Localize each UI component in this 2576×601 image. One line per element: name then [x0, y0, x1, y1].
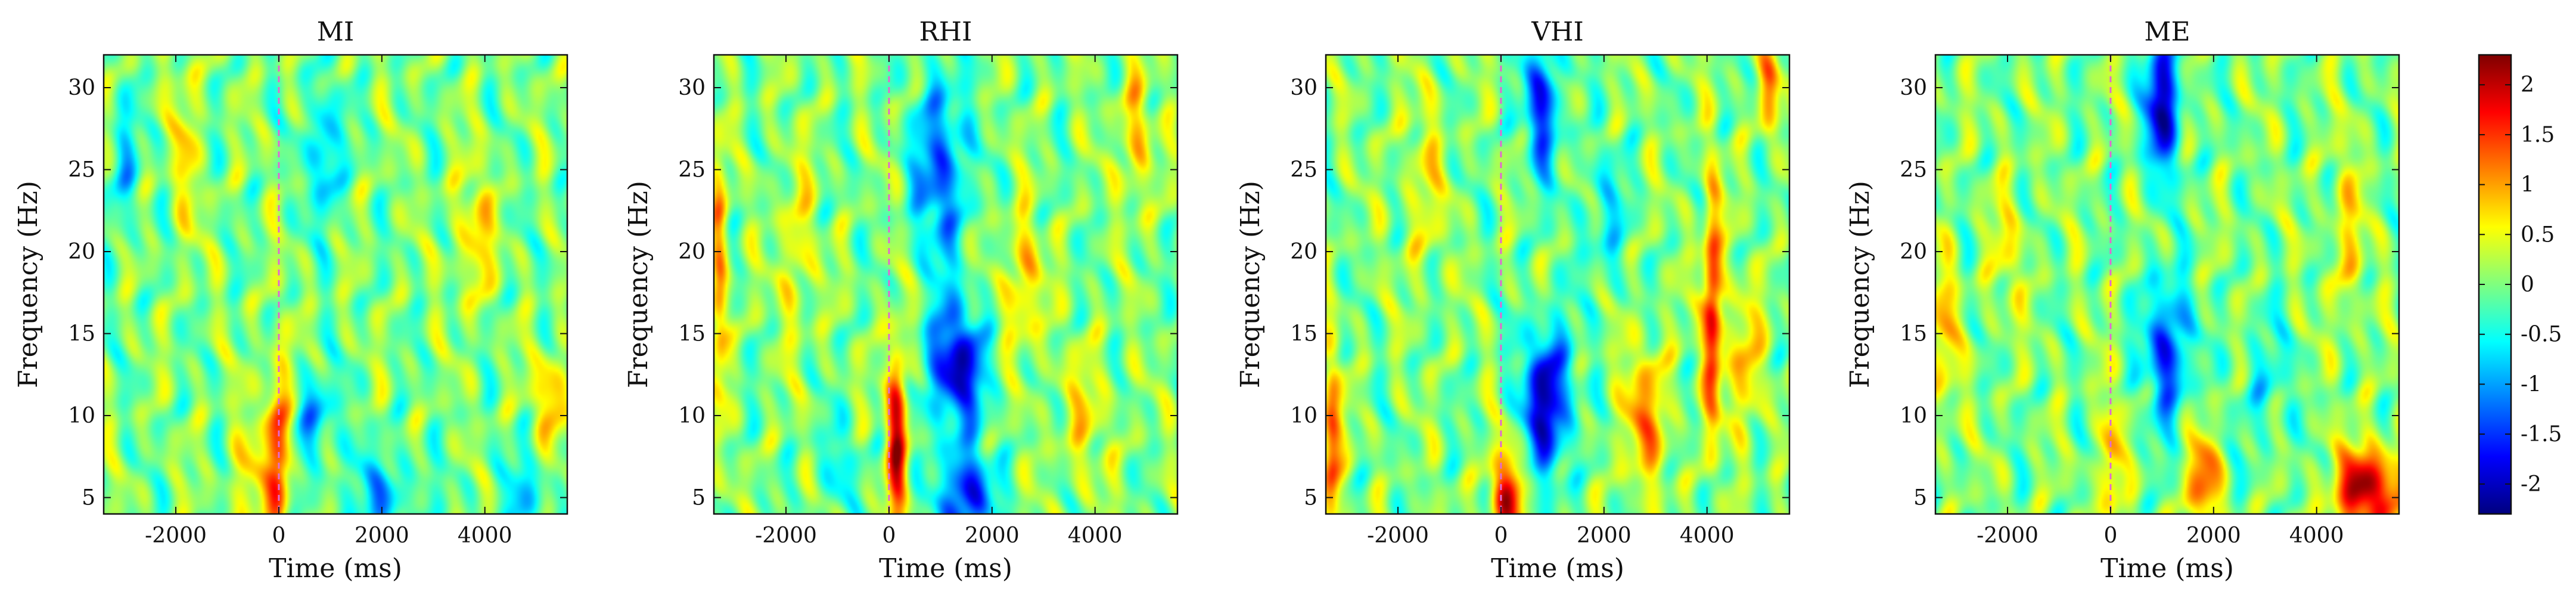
y-tick-label: 30: [1900, 76, 1927, 100]
heatmap-image: [1326, 55, 1789, 514]
heatmap-image: [714, 55, 1177, 514]
panel-title: MI: [317, 17, 354, 47]
x-tick-label: -2000: [1977, 523, 2039, 548]
x-tick-label: 4000: [2289, 523, 2344, 548]
y-tick-label: 20: [1900, 240, 1927, 264]
axes-frame: [1325, 54, 1791, 515]
colorbar-tick-label: 2: [2521, 73, 2534, 97]
y-tick-label: 30: [68, 76, 95, 100]
panel-vhi: -2000 0 2000 4000 5 10 15 20 25 30 VHI Time (ms) Fre…: [1235, 17, 1791, 584]
x-tick-label: -2000: [1367, 523, 1429, 548]
y-tick-label: 25: [68, 158, 95, 182]
y-tick-label: 10: [1290, 404, 1317, 428]
colorbar-tick-label: 0: [2521, 272, 2534, 297]
panel-mi: -2000 0 2000 4000 5 10 15 20 25 30 MI Time (ms) Freq…: [13, 17, 568, 584]
panel-me: -2000 0 2000 4000 5 10 15 20 25 30 ME Time (ms) Freq…: [1845, 17, 2400, 584]
x-axis-label: Time (ms): [1491, 553, 1624, 584]
colorbar-tick-label: 1: [2521, 173, 2534, 197]
y-tick-label: 30: [1290, 76, 1317, 100]
y-tick-label: 15: [68, 322, 95, 346]
y-tick-label: 25: [1290, 158, 1317, 182]
x-tick-label: 0: [272, 523, 285, 548]
colorbar-tick-label: -0.5: [2521, 323, 2562, 347]
y-tick-label: 5: [692, 486, 706, 510]
axes-frame: [1934, 54, 2400, 515]
x-tick-label: 4000: [1068, 523, 1123, 548]
y-axis-label: Frequency (Hz): [1235, 181, 1266, 388]
y-tick-label: 5: [1304, 486, 1317, 510]
x-tick-label: 2000: [965, 523, 1020, 548]
y-tick-label: 25: [678, 158, 706, 182]
x-tick-label: 4000: [1680, 523, 1735, 548]
colorbar-tick-label: -1: [2521, 372, 2541, 396]
y-tick-label: 20: [678, 240, 706, 264]
x-tick-label: 0: [1494, 523, 1508, 548]
y-tick-label: 20: [68, 240, 95, 264]
panel-rhi: -2000 0 2000 4000 5 10 15 20 25 30 RHI Time (ms) Fre…: [623, 17, 1179, 584]
colorbar-tick-label: 0.5: [2521, 222, 2555, 247]
y-axis-label: Frequency (Hz): [1845, 181, 1875, 388]
y-axis-label: Frequency (Hz): [13, 181, 43, 388]
x-tick-label: -2000: [755, 523, 817, 548]
panel-title: ME: [2144, 17, 2190, 47]
axes-frame: [102, 54, 568, 515]
heatmap-image: [104, 55, 567, 514]
x-axis-label: Time (ms): [879, 553, 1012, 584]
x-tick-label: 0: [882, 523, 896, 548]
x-axis-label: Time (ms): [269, 553, 402, 584]
x-tick-label: 2000: [1577, 523, 1632, 548]
colorbar-tick-label: 1.5: [2521, 123, 2555, 147]
y-tick-label: 15: [678, 322, 706, 346]
y-tick-label: 15: [1900, 322, 1927, 346]
x-tick-label: 2000: [2186, 523, 2241, 548]
heatmap-image: [1935, 55, 2399, 514]
y-tick-label: 25: [1900, 158, 1927, 182]
y-tick-label: 20: [1290, 240, 1317, 264]
y-tick-label: 30: [678, 76, 706, 100]
y-tick-label: 5: [1913, 486, 1927, 510]
x-tick-label: -2000: [145, 523, 207, 548]
x-tick-label: 4000: [458, 523, 512, 548]
y-tick-label: 15: [1290, 322, 1317, 346]
x-tick-label: 2000: [355, 523, 409, 548]
panel-title: RHI: [919, 17, 972, 47]
colorbar-tick-label: -2: [2521, 472, 2541, 497]
panel-title: VHI: [1531, 17, 1584, 47]
y-tick-label: 10: [678, 404, 706, 428]
colorbar-tick-label: -1.5: [2521, 422, 2562, 447]
x-axis-label: Time (ms): [2100, 553, 2234, 584]
y-tick-label: 10: [1900, 404, 1927, 428]
axes-frame: [713, 54, 1179, 515]
y-axis-label: Frequency (Hz): [623, 181, 654, 388]
y-tick-label: 5: [82, 486, 95, 510]
y-tick-label: 10: [68, 404, 95, 428]
colorbar: -2 -1.5 -1 -0.5 0 0.5 1 1.5 2: [2478, 54, 2562, 515]
x-tick-label: 0: [2103, 523, 2117, 548]
